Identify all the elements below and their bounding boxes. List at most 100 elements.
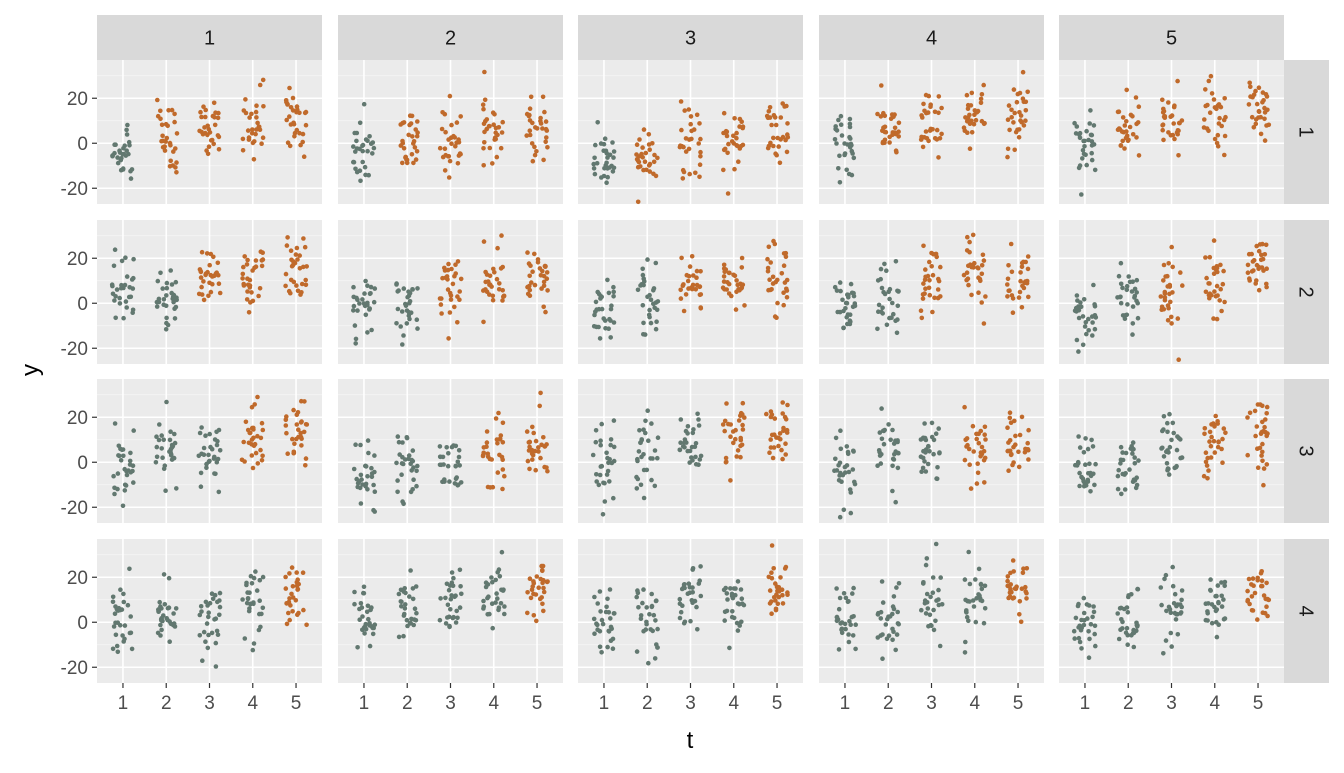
data-point xyxy=(1209,434,1214,440)
data-point xyxy=(486,279,491,284)
data-point xyxy=(357,120,363,126)
data-point xyxy=(403,602,408,607)
data-point xyxy=(602,480,607,486)
data-point xyxy=(1207,110,1213,115)
data-point xyxy=(1017,289,1023,295)
data-point xyxy=(1261,466,1267,471)
data-point xyxy=(440,154,446,160)
data-point xyxy=(303,282,309,288)
data-point xyxy=(1091,123,1097,128)
data-point xyxy=(1203,255,1208,260)
data-point xyxy=(610,646,616,651)
data-point xyxy=(1253,281,1258,286)
data-point xyxy=(128,630,134,636)
data-point xyxy=(726,281,732,287)
data-point xyxy=(1162,576,1167,582)
data-point xyxy=(299,281,305,287)
data-point xyxy=(983,294,988,299)
data-point xyxy=(933,251,939,257)
data-point xyxy=(242,636,248,641)
data-point xyxy=(848,281,854,287)
data-point xyxy=(966,549,971,555)
x-tick-label: 3 xyxy=(445,693,456,714)
data-point xyxy=(410,287,415,292)
data-point xyxy=(850,591,855,596)
data-point xyxy=(839,133,845,138)
data-point xyxy=(537,596,543,602)
data-point xyxy=(1161,114,1167,119)
data-point xyxy=(1164,449,1169,455)
data-point xyxy=(593,309,598,315)
data-point xyxy=(402,611,407,617)
data-point xyxy=(199,425,204,430)
data-point xyxy=(245,282,251,288)
data-point xyxy=(287,571,292,576)
data-point xyxy=(785,121,790,126)
data-point xyxy=(768,445,774,450)
data-point xyxy=(289,591,294,597)
data-point xyxy=(296,610,301,616)
data-point xyxy=(1246,576,1252,582)
data-point xyxy=(1013,442,1018,448)
data-point xyxy=(783,452,788,457)
data-point xyxy=(484,117,490,122)
data-point xyxy=(458,584,463,589)
data-point xyxy=(127,566,132,572)
data-point xyxy=(206,126,212,132)
data-point xyxy=(399,309,405,314)
data-point xyxy=(1202,426,1208,431)
data-point xyxy=(635,158,641,163)
data-point xyxy=(118,458,124,463)
data-point xyxy=(498,145,504,151)
data-point xyxy=(896,289,901,294)
data-point xyxy=(495,245,500,251)
data-point xyxy=(720,422,726,427)
data-point xyxy=(448,293,454,298)
data-point xyxy=(888,116,894,121)
data-point xyxy=(446,175,452,180)
data-point xyxy=(1253,433,1258,439)
data-point xyxy=(212,592,218,598)
data-point xyxy=(843,595,849,601)
data-point xyxy=(499,549,505,555)
data-point xyxy=(1258,570,1264,576)
data-point xyxy=(114,287,120,292)
data-point xyxy=(1077,639,1083,645)
data-point xyxy=(496,605,502,610)
data-point xyxy=(1166,130,1171,135)
data-point xyxy=(679,255,684,261)
data-point xyxy=(606,290,612,296)
data-point xyxy=(599,421,604,427)
data-point xyxy=(1159,602,1164,608)
data-point xyxy=(206,459,212,465)
data-point xyxy=(845,292,850,298)
data-point xyxy=(1219,580,1224,585)
data-point xyxy=(593,299,599,305)
data-point xyxy=(490,579,495,585)
data-point xyxy=(679,127,684,133)
data-point xyxy=(925,606,931,611)
data-point xyxy=(530,424,535,430)
data-point xyxy=(401,633,406,639)
data-point xyxy=(495,132,500,138)
data-point xyxy=(1009,451,1014,457)
data-point xyxy=(611,418,617,423)
data-point xyxy=(1011,120,1016,125)
data-point xyxy=(938,575,943,580)
y-tick-label: 20 xyxy=(67,89,88,110)
data-point xyxy=(976,275,981,281)
data-point xyxy=(529,447,535,453)
data-point xyxy=(738,454,743,460)
data-point xyxy=(491,122,497,127)
data-point xyxy=(1088,622,1094,627)
data-point xyxy=(124,274,130,279)
data-point xyxy=(1161,278,1166,283)
data-point xyxy=(123,255,128,260)
data-point xyxy=(1022,449,1028,455)
data-point xyxy=(1081,450,1087,455)
data-point xyxy=(299,443,304,448)
data-point xyxy=(166,575,172,581)
data-point xyxy=(691,273,696,278)
data-point xyxy=(888,437,893,443)
